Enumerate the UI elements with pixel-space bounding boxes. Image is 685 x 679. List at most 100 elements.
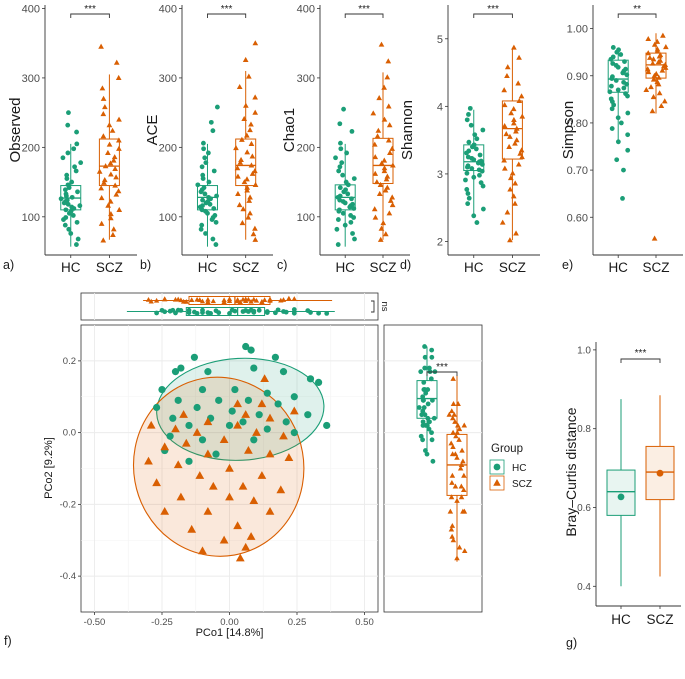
data-point xyxy=(252,94,259,100)
data-point xyxy=(469,166,475,171)
legend-marker xyxy=(493,479,501,486)
data-point-hc xyxy=(158,385,166,394)
y-axis-title: ACE xyxy=(144,115,161,146)
data-point xyxy=(385,137,392,143)
data-point xyxy=(145,297,152,302)
data-point xyxy=(351,206,357,211)
data-point xyxy=(464,170,470,176)
data-point xyxy=(200,172,206,178)
data-point xyxy=(233,145,239,151)
data-point xyxy=(377,236,384,242)
data-point xyxy=(480,183,486,189)
data-point xyxy=(247,194,253,200)
data-point xyxy=(473,146,479,152)
data-point xyxy=(615,139,621,145)
data-point xyxy=(211,168,217,174)
data-point xyxy=(656,53,663,59)
data-point xyxy=(106,122,113,128)
data-point xyxy=(456,426,463,432)
data-point xyxy=(515,80,522,86)
x-tick-label: HC xyxy=(608,260,628,275)
data-point xyxy=(450,537,457,543)
data-point xyxy=(429,354,435,360)
data-point xyxy=(98,185,105,191)
ellipse-scz xyxy=(132,376,305,557)
data-point xyxy=(455,422,461,428)
data-point xyxy=(608,56,614,62)
data-point xyxy=(209,217,215,222)
data-point xyxy=(501,165,508,171)
data-point xyxy=(429,430,434,436)
data-point xyxy=(371,141,378,147)
data-point xyxy=(512,180,519,186)
panel-a: 100 200 300 400 Observed HC SCZ *** a) xyxy=(3,3,137,275)
data-point xyxy=(608,83,614,89)
panel-label: d) xyxy=(400,258,411,272)
data-point-scz xyxy=(208,481,218,490)
data-point xyxy=(238,156,244,162)
data-point xyxy=(243,132,250,138)
data-point xyxy=(421,397,426,403)
data-point-scz xyxy=(289,406,299,415)
data-point xyxy=(350,231,355,236)
data-point xyxy=(422,354,428,360)
data-point xyxy=(251,309,257,315)
data-point xyxy=(458,462,465,467)
data-point xyxy=(102,104,108,110)
significance-label: *** xyxy=(487,4,499,15)
data-point xyxy=(189,297,195,303)
data-point xyxy=(449,533,455,539)
data-point xyxy=(352,236,357,242)
data-point xyxy=(213,219,219,225)
data-point xyxy=(431,415,437,421)
y-tick-label: 0.2 xyxy=(63,356,76,367)
data-point-scz xyxy=(203,449,213,458)
panel-label: g) xyxy=(566,636,577,650)
data-point xyxy=(116,137,122,143)
data-point xyxy=(422,344,427,349)
data-point xyxy=(372,214,379,220)
data-point xyxy=(63,207,69,213)
data-point-hc xyxy=(255,411,263,419)
data-point xyxy=(518,93,525,99)
data-point-scz xyxy=(233,399,242,408)
data-point xyxy=(237,299,243,305)
x-axis-title: PCo1 [14.8%] xyxy=(196,627,264,639)
y-tick-label: 300 xyxy=(22,73,40,85)
data-point xyxy=(73,168,79,174)
legend-title: Group xyxy=(491,443,523,455)
data-point xyxy=(448,526,455,532)
data-point xyxy=(503,131,510,137)
x-tick-label: -0.50 xyxy=(84,617,106,628)
y-axis-title: Simpson xyxy=(560,101,577,159)
data-point xyxy=(203,160,209,166)
data-point xyxy=(237,159,244,165)
data-point xyxy=(519,154,525,160)
data-point xyxy=(341,106,346,112)
data-point xyxy=(113,191,120,197)
data-point-hc xyxy=(290,429,298,437)
data-point xyxy=(98,220,105,226)
data-point xyxy=(175,307,181,313)
data-point xyxy=(198,226,204,232)
data-point xyxy=(506,143,512,149)
data-point xyxy=(456,544,463,550)
data-point xyxy=(663,43,669,50)
data-point xyxy=(203,200,209,206)
y-tick-label: 0.0 xyxy=(63,428,76,439)
data-point xyxy=(425,401,431,407)
data-point xyxy=(278,297,284,303)
data-point xyxy=(116,116,122,122)
data-point xyxy=(644,66,651,72)
data-point xyxy=(199,298,206,304)
data-point xyxy=(446,411,453,417)
y-tick-label: 100 xyxy=(159,212,177,224)
data-point xyxy=(504,209,511,215)
data-point-scz xyxy=(152,478,161,487)
data-point xyxy=(420,419,426,425)
data-point xyxy=(450,375,456,381)
data-point xyxy=(372,154,379,160)
data-point xyxy=(381,167,388,174)
y-tick-label: 1.0 xyxy=(577,345,591,356)
data-point xyxy=(469,144,475,150)
